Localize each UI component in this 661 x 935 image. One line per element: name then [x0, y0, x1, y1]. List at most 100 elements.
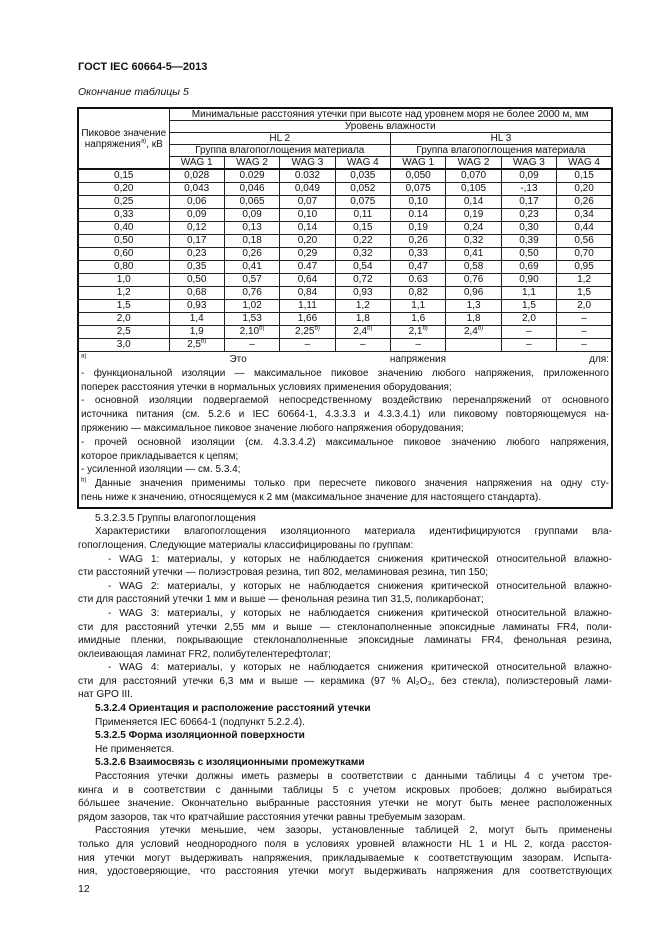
- table-row: 0,80 0,35 0,41 0.47 0,54 0,47 0,58 0,69 0,95: [77, 260, 613, 274]
- footnote-marker: b): [367, 325, 373, 332]
- distance-cell: 0,30: [500, 221, 558, 235]
- distance-cell: 0,17: [168, 234, 225, 248]
- distance-cell: 0,56: [556, 234, 613, 248]
- section-heading: 5.3.2.5 Форма изоляционной поверхности: [95, 730, 305, 742]
- distance-cell: 0,90: [500, 273, 558, 287]
- footnote-line: - прочей основной изоляции (см. 4.3.3.4.…: [81, 436, 609, 450]
- text-line: Расстояния утечки меньшие, чем зазоры, у…: [95, 825, 612, 837]
- text-line: - WAG 3: материалы, у которых не наблюда…: [108, 607, 612, 619]
- humidity-level-header: Уровень влажности: [168, 120, 613, 133]
- creepage-distance-table: Пиковое значение напряженияa), кВ Минима…: [77, 107, 613, 509]
- table-row: 1,0 0,50 0,57 0,64 0,72 0.63 0,76 0,90 1,2: [77, 273, 613, 287]
- distance-cell: [445, 338, 502, 352]
- footnote-text: - основной изоляции подвергаемой непосре…: [81, 395, 609, 407]
- distance-cell: 0,32: [334, 247, 392, 261]
- voltage-cell: 0,50: [77, 234, 170, 248]
- distance-cell: 0,23: [500, 208, 558, 222]
- distance-cell: 0,32: [445, 234, 502, 248]
- distance-cell: 0,70: [556, 247, 613, 261]
- text-line: кинга и в соответствии с данными таблицы…: [78, 784, 612, 796]
- text-line: гопоглощения. Следующие материалы класси…: [78, 539, 414, 551]
- distance-cell: 0,93: [168, 299, 225, 313]
- distance-cell: 0,07: [279, 195, 336, 209]
- footnote-text: Это напряжения для:: [86, 354, 609, 365]
- text-line: - WAG 2: материалы, у которых не наблюда…: [108, 580, 612, 592]
- distance-cell: 0,26: [223, 247, 281, 261]
- hl3-header: HL 3: [390, 132, 613, 145]
- distance-cell: –: [389, 338, 447, 352]
- distance-cell: -,13: [500, 182, 558, 196]
- table-row: 0,50 0,17 0,18 0,20 0,22 0,26 0,32 0,39 0,56: [77, 234, 613, 248]
- footnote-marker: b): [81, 477, 87, 484]
- distance-cell: 2,1b): [389, 325, 447, 339]
- distance-cell: 0,043: [168, 182, 225, 196]
- distance-cell: –: [223, 338, 281, 352]
- text-line: Применяется IEC 60664-1 (подпункт 5.2.2.…: [95, 716, 305, 728]
- wag-column-header: WAG 1: [389, 156, 447, 170]
- table-row: 0,60 0,23 0,26 0,29 0,32 0,33 0,41 0,50 0,70: [77, 247, 613, 261]
- wag-column-header: WAG 3: [500, 156, 558, 170]
- distance-cell: 0,29: [279, 247, 336, 261]
- text-line: рядом зазоров, так что кратчайшие рассто…: [78, 811, 466, 823]
- distance-cell: 0,13: [223, 221, 281, 235]
- text-line: Расстояния утечки должны иметь размеры в…: [95, 771, 612, 783]
- distance-cell: 0.14: [389, 208, 447, 222]
- footnote-text: - прочей основной изоляции (см. 4.3.3.4.…: [81, 436, 609, 448]
- footnote-text: источника питания (см. 5.2.6 и IEC 60664…: [81, 409, 609, 421]
- distance-cell: 0,26: [556, 195, 613, 209]
- footnote-line: пряжению — максимальное пиковое значение…: [81, 422, 609, 436]
- distance-cell: 1,4: [168, 312, 225, 326]
- distance-cell: 2,10b): [223, 325, 281, 339]
- distance-cell: 0,09: [223, 208, 281, 222]
- distance-cell: 0,93: [334, 286, 392, 300]
- text-line: сти для расстояний утечки 2,55 мм и выше…: [78, 621, 612, 633]
- distance-cell: 0,58: [445, 260, 502, 274]
- page-content: Пиковое значение напряженияa), кВ Минима…: [77, 107, 613, 896]
- distance-cell: –: [500, 338, 558, 352]
- footnote-marker: b): [200, 338, 207, 345]
- text-line: бóльшее значение. Окончательно выбранные…: [78, 798, 612, 810]
- text-line: имидные пленки, покрывающие стеклонаполн…: [78, 635, 612, 647]
- distance-cell: 1,9: [168, 325, 225, 339]
- footnote-text: поперек расстояния утечки в нормальных у…: [81, 381, 452, 393]
- distance-cell: 0,44: [556, 221, 613, 235]
- distance-cell: 1,8: [334, 312, 392, 326]
- wag-column-header: WAG 3: [279, 156, 336, 170]
- distance-cell: 1,5: [500, 299, 558, 313]
- voltage-cell: 0,20: [77, 182, 170, 196]
- distance-cell: 0,69: [500, 260, 558, 274]
- footnote-line: - основной изоляции подвергаемой непосре…: [81, 394, 609, 408]
- distance-cell: 0,17: [500, 195, 558, 209]
- voltage-cell: 0,33: [77, 208, 170, 222]
- distance-cell: 0,09: [500, 168, 558, 183]
- footnote-line: b) Данные значения применимы только при …: [81, 477, 609, 491]
- text-line: сти для расстояний утечки 6,3 мм и выше …: [78, 675, 612, 687]
- distance-cell: –: [500, 325, 558, 339]
- wag-column-header: WAG 2: [445, 156, 502, 170]
- distance-cell: 0,15: [556, 168, 613, 183]
- document-code-header: ГОСТ IEC 60664-5—2013: [78, 61, 208, 73]
- distance-cell: 0.029: [223, 168, 281, 183]
- distance-cell: 0,57: [223, 273, 281, 287]
- distance-cell: 0,41: [223, 260, 281, 274]
- distance-cell: 1,02: [223, 299, 281, 313]
- distance-cell: 1,5: [556, 286, 613, 300]
- text-line: оклеивающая ламинат FR2, полибутелентере…: [78, 648, 331, 660]
- distance-cell: –: [556, 325, 613, 339]
- footnote-line: поперек расстояния утечки в нормальных у…: [81, 381, 609, 395]
- footnote-marker: a): [81, 353, 87, 360]
- distance-cell: 0,075: [334, 195, 392, 209]
- wag-column-header: WAG 4: [556, 156, 613, 170]
- distance-cell: 1,1: [389, 299, 447, 313]
- footnote-line: - усиленной изоляции — см. 5.3.4;: [81, 463, 609, 477]
- table-row: 0,25 0,06 0,065 0,07 0,075 0,10 0,14 0,17 0,26: [77, 195, 613, 209]
- distance-cell: 0,47: [389, 260, 447, 274]
- table-row: 0,33 0,09 0,09 0,10 0,11 0.14 0,19 0,23 0,34: [77, 208, 613, 222]
- distance-cell: 2,0: [500, 312, 558, 326]
- distance-cell: 0,105: [445, 182, 502, 196]
- distance-cell: 0.63: [389, 273, 447, 287]
- voltage-cell: 0,15: [77, 168, 170, 183]
- voltage-cell: 1,2: [77, 286, 170, 300]
- voltage-cell: 0,40: [77, 221, 170, 235]
- text-line: 5.3.2.3.5 Группы влагопоглощения: [95, 512, 256, 524]
